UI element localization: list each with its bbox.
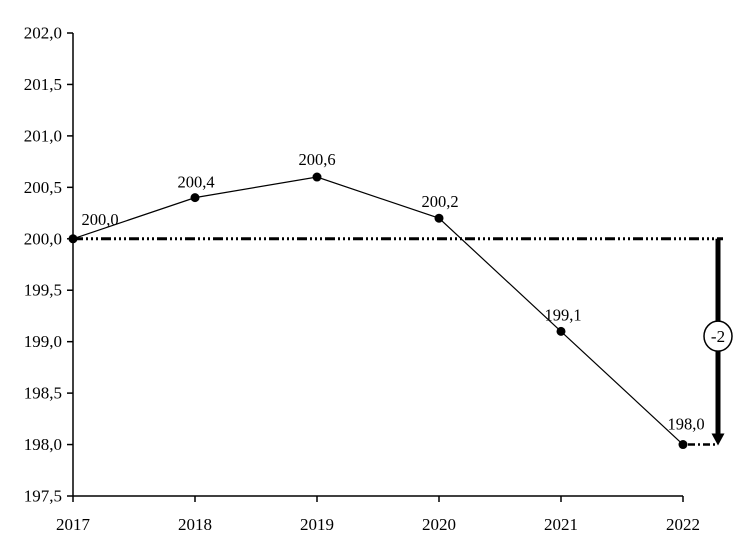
data-point-marker	[68, 234, 78, 244]
x-tick-label: 2017	[56, 515, 91, 534]
data-point-marker	[556, 326, 566, 336]
data-point-label: 200,4	[177, 173, 214, 192]
series-line	[72, 176, 684, 445]
y-tick-label: 200,0	[24, 229, 62, 248]
annotation-label: -2	[711, 327, 725, 346]
data-point-label: 200,0	[81, 210, 118, 229]
data-point-marker	[312, 172, 322, 182]
y-tick-label: 201,5	[24, 75, 62, 94]
data-point-label: 198,0	[667, 415, 704, 434]
y-tick-label: 201,0	[24, 126, 62, 145]
data-point-label: 200,2	[421, 192, 458, 211]
x-tick-label: 2018	[178, 515, 212, 534]
data-point-marker	[190, 193, 200, 203]
x-tick-label: 2020	[422, 515, 456, 534]
x-tick-label: 2022	[666, 515, 700, 534]
annotation-circle	[703, 320, 733, 352]
y-tick-label: 200,5	[24, 178, 62, 197]
change-arrow-head	[711, 433, 725, 446]
y-tick-label: 202,0	[24, 24, 62, 43]
y-tick-label: 199,0	[24, 332, 62, 351]
data-point-label: 200,6	[298, 150, 335, 169]
y-tick-label: 199,5	[24, 281, 62, 300]
x-tick-label: 2021	[544, 515, 578, 534]
y-tick-label: 198,0	[24, 435, 62, 454]
data-point-marker	[434, 213, 444, 223]
y-tick-label: 198,5	[24, 384, 62, 403]
x-tick-label: 2019	[300, 515, 334, 534]
data-point-label: 199,1	[544, 305, 581, 324]
y-tick-label: 197,5	[24, 487, 62, 506]
data-point-marker	[678, 440, 688, 450]
